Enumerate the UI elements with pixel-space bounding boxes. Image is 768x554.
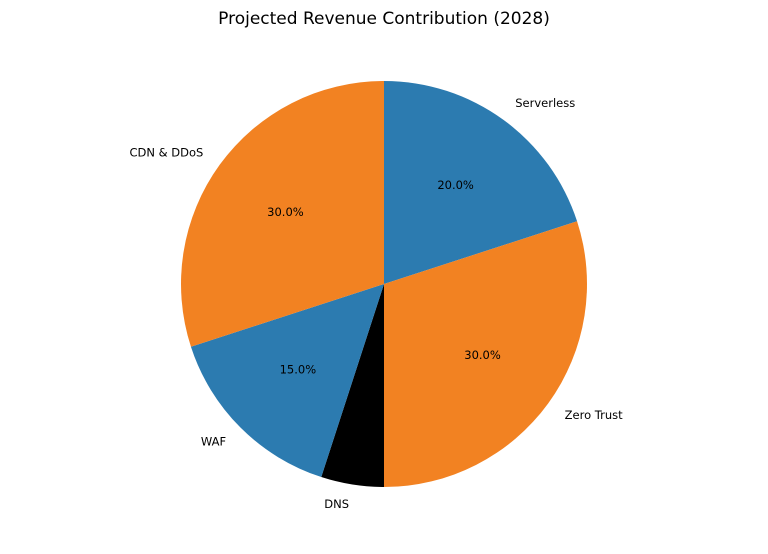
pie-slice-zero-trust (384, 221, 587, 487)
slice-label: DNS (324, 497, 349, 511)
slice-percent-label: 20.0% (437, 178, 474, 192)
chart-title: Projected Revenue Contribution (2028) (218, 9, 550, 29)
slice-percent-label: 30.0% (464, 348, 501, 362)
slice-percent-label: 15.0% (280, 363, 317, 377)
pie-labels: Serverless 20.0% Zero Trust 30.0% DNS WAF 15.0… (130, 96, 624, 511)
pie-slice-waf (190, 284, 384, 478)
slice-label: WAF (201, 434, 226, 448)
slice-label: Serverless (515, 96, 575, 110)
slice-label: CDN & DDoS (130, 145, 204, 159)
pie-slice-cdn-ddos (181, 81, 384, 347)
pie-slices (181, 81, 587, 487)
slice-label: Zero Trust (565, 408, 623, 422)
slice-percent-label: 30.0% (267, 205, 304, 219)
pie-slice-dns (321, 284, 384, 487)
pie-slice-serverless (384, 81, 578, 284)
